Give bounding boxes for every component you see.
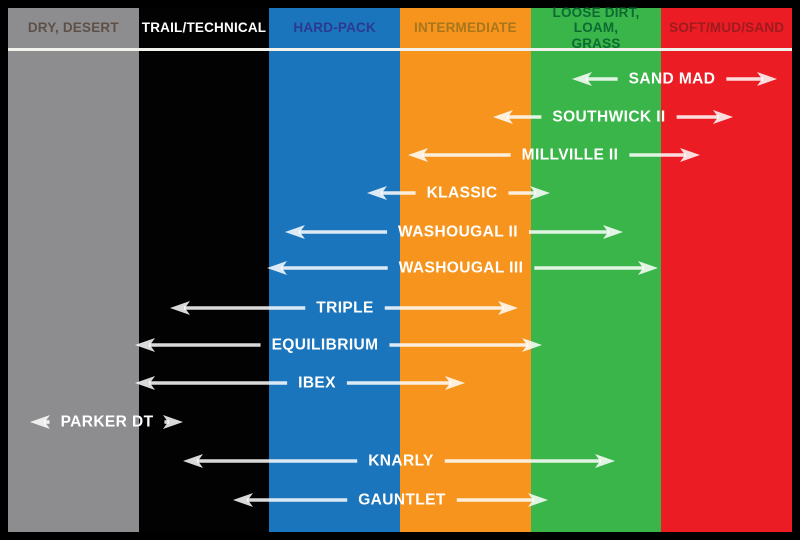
- column-header-hard-pack: HARD-PACK: [293, 20, 376, 36]
- column-header-dry-desert: DRY, DESERT: [27, 20, 119, 36]
- column-header-soft-mud-sand: SOFT/MUD/SAND: [669, 20, 785, 36]
- column-trail-technical: TRAIL/TECHNICAL: [138, 8, 270, 532]
- column-hard-pack: HARD-PACK: [269, 8, 401, 532]
- column-soft-mud-sand: SOFT/MUD/SAND: [661, 8, 793, 532]
- header-separator-line: [8, 48, 792, 51]
- column-header-trail-technical: TRAIL/TECHNICAL: [141, 20, 267, 36]
- column-loose-dirt: LOOSE DIRT, LOAM, GRASS: [530, 5, 662, 532]
- column-header-loose-dirt: LOOSE DIRT, LOAM, GRASS: [552, 5, 640, 51]
- column-dry-desert: DRY, DESERT: [8, 8, 139, 532]
- column-intermediate: INTERMEDIATE: [400, 8, 531, 532]
- column-header-intermediate: INTERMEDIATE: [414, 20, 517, 36]
- chart-columns: DRY, DESERT TRAIL/TECHNICAL HARD-PACK IN…: [8, 5, 793, 532]
